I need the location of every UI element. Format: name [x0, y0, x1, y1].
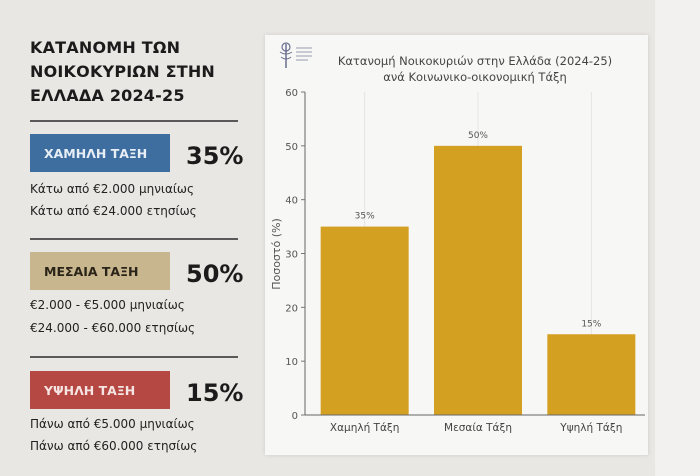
high-class-tag: ΥΨΗΛΗ ΤΑΞΗ [30, 371, 170, 409]
chart-title: Κατανομή Νοικοκυριών στην Ελλάδα (2024-2… [338, 54, 612, 68]
low-class-monthly: Κάτω από €2.000 μηνιαίως [30, 182, 195, 196]
y-tick-label: 50 [285, 142, 298, 153]
y-tick-label: 30 [285, 250, 298, 261]
x-tick-label: Υψηλή Τάξη [559, 422, 622, 434]
low-class-tag: ΧΑΜΗΛΗ ΤΑΞΗ [30, 134, 170, 172]
high-class-percent: 15% [186, 379, 244, 407]
summary-panel: ΚΑΤΑΝΟΜΗ ΤΩΝ ΝΟΙΚΟΚΥΡΙΩΝ ΣΤΗΝ ΕΛΛΑΔΑ 202… [30, 36, 240, 108]
bars: 35% 50% 15% [320, 131, 636, 416]
y-tick-label: 0 [292, 411, 298, 422]
divider [30, 356, 238, 358]
chart-subtitle: ανά Κοινωνικο-οικονομική Τάξη [383, 70, 566, 84]
low-class-percent: 35% [186, 142, 244, 170]
middle-class-monthly: €2.000 - €5.000 μηνιαίως [30, 298, 185, 312]
low-class-yearly: Κάτω από €24.000 ετησίως [30, 204, 197, 218]
middle-class-tag: ΜΕΣΑΙΑ ΤΑΞΗ [30, 252, 170, 290]
x-tick-label: Μεσαία Τάξη [444, 422, 512, 434]
data-label: 15% [581, 319, 601, 329]
high-class-yearly: Πάνω από €60.000 ετησίως [30, 439, 198, 453]
y-tick-label: 60 [285, 88, 298, 99]
high-class-monthly: Πάνω από €5.000 μηνιαίως [30, 417, 195, 431]
middle-class-yearly: €24.000 - €60.000 ετησίως [30, 321, 196, 335]
y-tick-label: 20 [285, 303, 298, 314]
y-axis-label: Ποσοστό (%) [270, 218, 283, 290]
x-tick-label: Χαμηλή Τάξη [330, 422, 400, 434]
divider [30, 120, 238, 122]
divider [30, 238, 238, 240]
bar-3 [547, 334, 636, 415]
title-line: ΕΛΛΑΔΑ 2024-25 [30, 86, 185, 105]
y-tick-label: 10 [285, 357, 298, 368]
bar-1 [320, 226, 409, 415]
logo-icon [279, 42, 312, 68]
data-label: 35% [355, 212, 375, 222]
axes: 0 10 20 30 40 50 60 Χαμηλή Τάξη Μεσαία Τάξη Υψηλή… [285, 88, 645, 434]
panel-title: ΚΑΤΑΝΟΜΗ ΤΩΝ ΝΟΙΚΟΚΥΡΙΩΝ ΣΤΗΝ ΕΛΛΑΔΑ 202… [30, 36, 240, 108]
bar-2 [434, 145, 522, 416]
title-line: ΝΟΙΚΟΚΥΡΙΩΝ ΣΤΗΝ [30, 62, 215, 81]
data-label: 50% [468, 131, 488, 141]
middle-class-percent: 50% [186, 260, 244, 288]
title-line: ΚΑΤΑΝΟΜΗ ΤΩΝ [30, 38, 181, 57]
y-tick-label: 40 [285, 196, 298, 207]
